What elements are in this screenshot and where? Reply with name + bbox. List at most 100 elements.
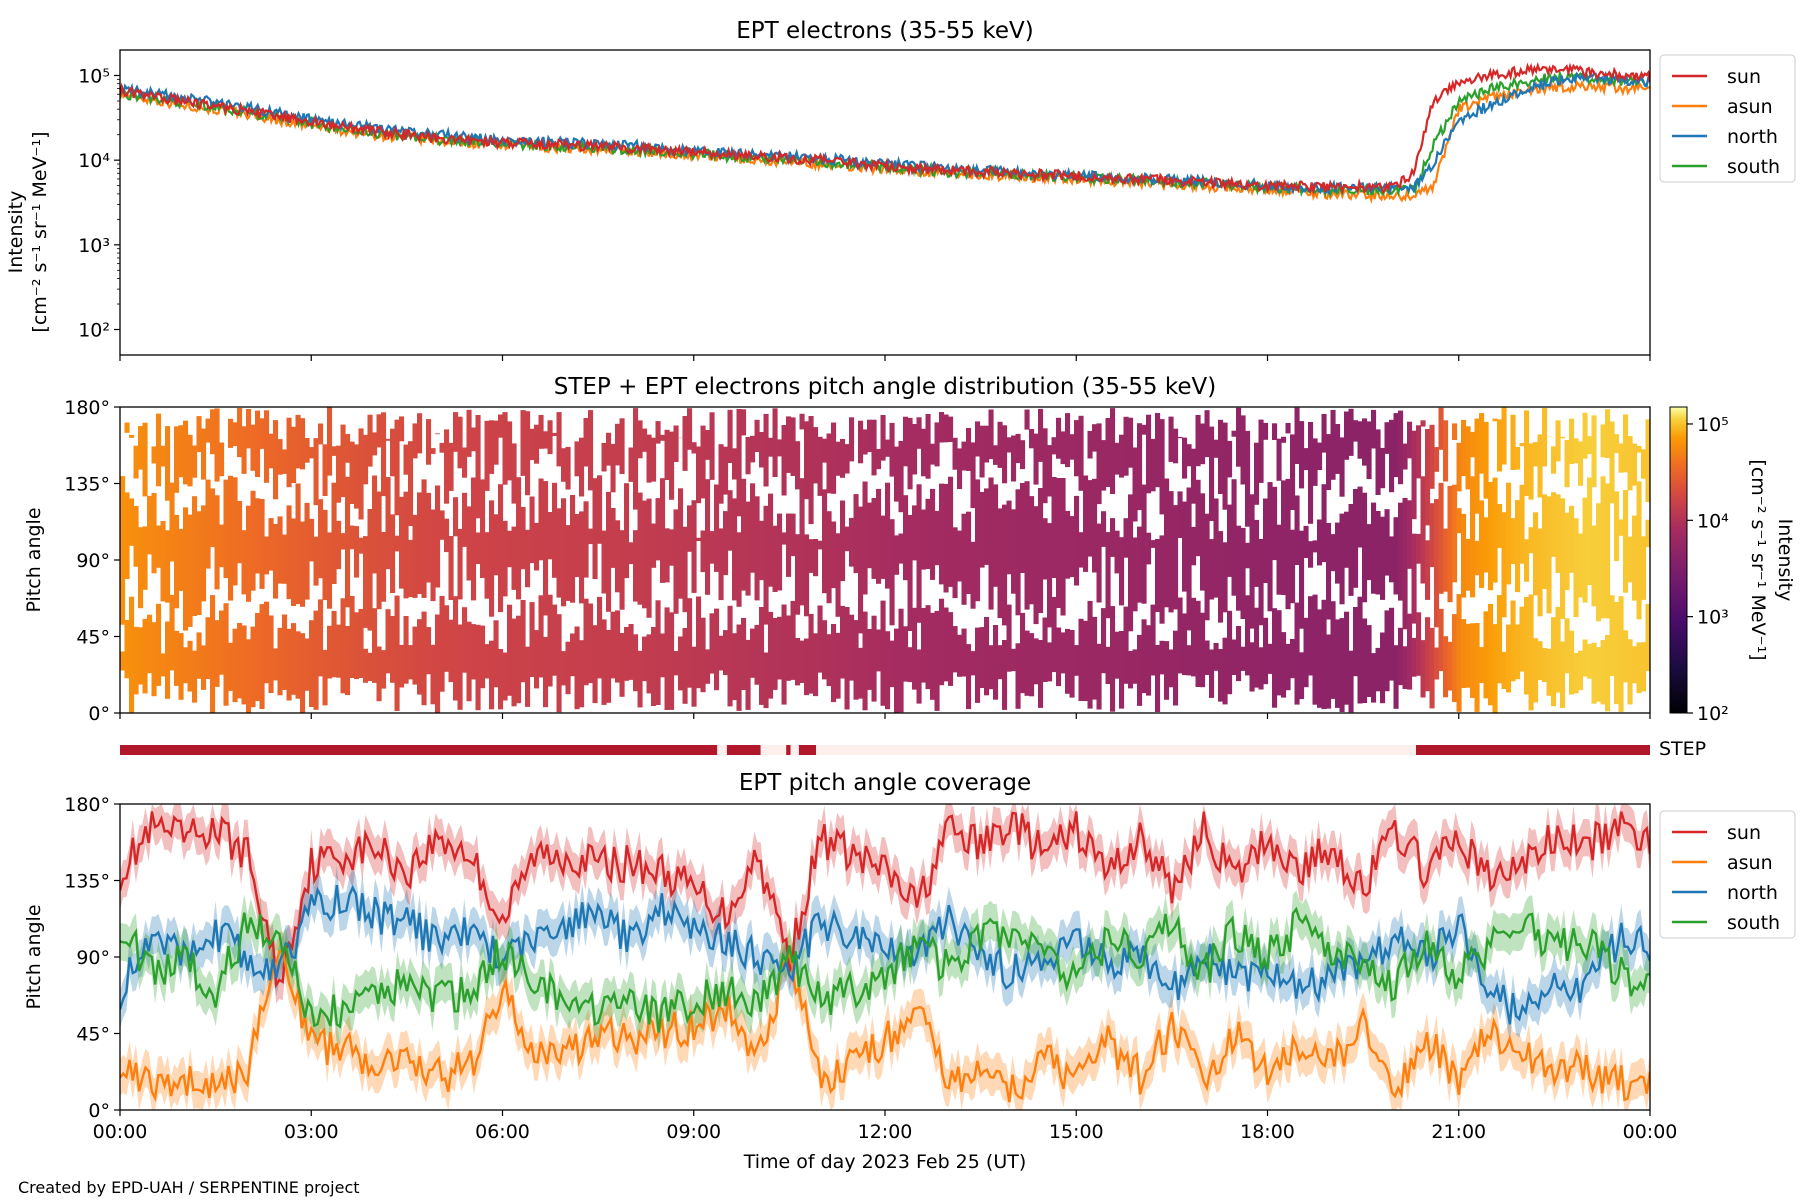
heatmap-cell	[1294, 602, 1300, 705]
heatmap-cell	[403, 444, 409, 475]
heatmap-cell	[1393, 517, 1399, 595]
heatmap-cell	[264, 410, 270, 483]
heatmap-cell	[732, 633, 738, 701]
heatmap-cell	[1456, 442, 1462, 492]
heatmap-cell	[1092, 478, 1098, 573]
panel3-band-asun	[120, 930, 1650, 1110]
heatmap-cell	[165, 621, 171, 699]
heatmap-cell	[813, 539, 819, 577]
heatmap-cell	[1569, 630, 1575, 695]
heatmap-cell	[196, 632, 202, 679]
heatmap-cell	[178, 425, 184, 478]
heatmap-cell	[799, 478, 805, 606]
x-tick-label: 03:00	[284, 1121, 339, 1143]
heatmap-cell	[210, 409, 216, 455]
heatmap-cell	[232, 628, 238, 703]
panel3-band-south	[120, 890, 1650, 1052]
heatmap-cell	[160, 445, 166, 467]
heatmap-cell	[907, 515, 913, 631]
heatmap-cell	[1317, 442, 1323, 470]
heatmap-cell	[327, 532, 333, 609]
heatmap-cell	[169, 482, 175, 562]
heatmap-cell	[1182, 437, 1188, 479]
heatmap-cell	[691, 500, 697, 593]
heatmap-cell	[291, 518, 297, 606]
heatmap-cell	[516, 477, 522, 600]
heatmap-cell	[1375, 511, 1381, 595]
heatmap-cell	[1434, 499, 1440, 628]
heatmap-cell	[300, 418, 306, 470]
heatmap-cell	[633, 530, 639, 602]
heatmap-cell	[781, 425, 787, 496]
heatmap-cell	[1411, 637, 1417, 677]
heatmap-cell	[151, 622, 157, 697]
heatmap-cell	[750, 435, 756, 463]
heatmap-cell	[894, 628, 900, 713]
heatmap-cell	[520, 507, 526, 570]
heatmap-cell	[1587, 477, 1593, 586]
heatmap-cell	[1528, 443, 1534, 500]
heatmap-cell	[511, 443, 517, 504]
heatmap-cell	[642, 636, 648, 682]
heatmap-cell	[930, 443, 936, 465]
heatmap-cell	[750, 628, 756, 678]
heatmap-cell	[1492, 624, 1498, 713]
heatmap-cell	[1024, 630, 1030, 696]
heatmap-cell	[1330, 601, 1336, 699]
heatmap-cell	[1515, 500, 1521, 593]
colorbar-tick-label: 10³	[1697, 607, 1729, 629]
heatmap-cell	[295, 483, 301, 605]
heatmap-cell	[1119, 434, 1125, 478]
heatmap-cell	[1240, 646, 1246, 671]
heatmap-cell	[1267, 643, 1273, 674]
heatmap-cell	[876, 629, 882, 672]
heatmap-cell	[1330, 409, 1336, 480]
heatmap-cell	[1366, 421, 1372, 480]
heatmap-cell	[1474, 418, 1480, 514]
heatmap-cell	[1627, 436, 1633, 491]
heatmap-cell	[1384, 610, 1390, 692]
heatmap-cell	[696, 596, 702, 689]
heatmap-cell	[381, 412, 387, 497]
heatmap-cell	[1294, 407, 1300, 464]
heatmap-cell	[822, 620, 828, 680]
heatmap-cell	[970, 442, 976, 509]
legend-box	[1659, 54, 1796, 183]
heatmap-cell	[1258, 419, 1264, 483]
heatmap-cell	[1474, 540, 1480, 576]
heatmap-cell	[255, 498, 261, 574]
heatmap-cell	[349, 441, 355, 504]
heatmap-cell	[1335, 424, 1341, 474]
heatmap-cell	[372, 432, 378, 456]
heatmap-cell	[273, 524, 279, 599]
heatmap-cell	[1465, 623, 1471, 688]
heatmap-cell	[1452, 423, 1458, 440]
heatmap-cell	[174, 630, 180, 686]
heatmap-cell	[876, 448, 882, 470]
heatmap-cell	[921, 428, 927, 477]
heatmap-cell	[844, 444, 850, 474]
heatmap-cell	[214, 620, 220, 687]
heatmap-cell	[1177, 597, 1183, 674]
heatmap-cell	[1623, 490, 1629, 593]
heatmap-cell	[358, 608, 364, 678]
heatmap-cell	[876, 488, 882, 584]
panel3-ytick-label: 45°	[76, 1024, 110, 1046]
heatmap-cell	[1537, 434, 1543, 498]
heatmap-cell	[705, 649, 711, 684]
heatmap-cell	[1060, 431, 1066, 465]
heatmap-cell	[1519, 484, 1525, 564]
heatmap-cell	[313, 438, 319, 506]
heatmap-cell	[156, 603, 162, 686]
heatmap-cell	[934, 610, 940, 711]
heatmap-cell	[291, 623, 297, 695]
heatmap-cell	[1186, 645, 1192, 676]
heatmap-cell	[1047, 445, 1053, 497]
heatmap-cell	[1240, 527, 1246, 619]
heatmap-cell	[1218, 649, 1224, 702]
heatmap-cell	[457, 416, 463, 469]
panel2-ytick-label: 180°	[64, 397, 110, 419]
heatmap-cell	[421, 479, 427, 598]
heatmap-cell	[246, 409, 252, 449]
heatmap-cell	[804, 421, 810, 500]
